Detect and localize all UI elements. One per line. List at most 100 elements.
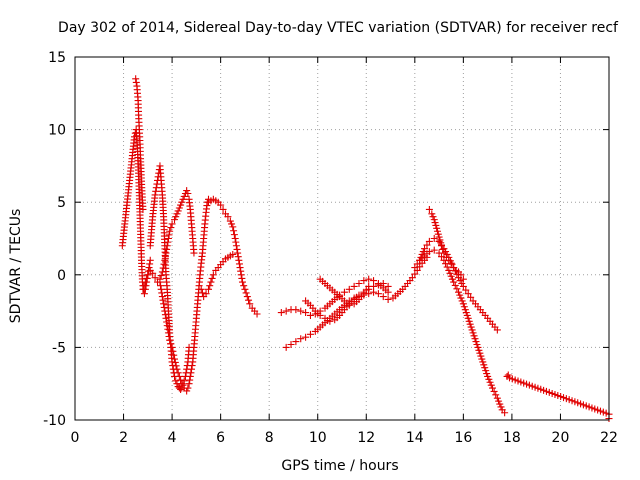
data-point-marker <box>462 286 470 294</box>
data-point-marker <box>234 253 242 261</box>
satellite-track-15 <box>503 371 613 423</box>
data-point-marker <box>459 282 467 290</box>
satellite-track-12 <box>411 246 509 417</box>
data-point-marker <box>172 362 180 370</box>
data-point-marker <box>438 242 446 250</box>
data-point-marker <box>459 300 467 308</box>
y-tick-label: 10 <box>48 123 66 139</box>
data-point-marker <box>487 381 495 389</box>
data-point-marker <box>144 271 152 279</box>
data-point-marker <box>146 260 154 268</box>
data-point-marker <box>237 271 245 279</box>
data-point-marker <box>457 294 465 302</box>
data-point-marker <box>477 352 485 360</box>
data-point-marker <box>253 310 261 318</box>
data-point-marker <box>479 358 487 366</box>
data-point-marker <box>384 295 392 303</box>
y-tick-label: 5 <box>57 195 66 211</box>
data-point-marker <box>492 391 500 399</box>
data-point-marker <box>360 277 368 285</box>
data-point-marker <box>448 260 456 268</box>
data-point-marker <box>198 289 206 297</box>
satellite-track-11 <box>316 275 373 309</box>
data-point-marker <box>433 227 441 235</box>
data-point-marker <box>177 376 185 384</box>
data-point-marker <box>170 351 178 359</box>
data-point-marker <box>459 275 467 283</box>
data-point-marker <box>437 239 445 247</box>
data-point-marker <box>160 303 168 311</box>
data-point-marker <box>158 293 166 301</box>
data-point-marker <box>241 285 249 293</box>
data-point-marker <box>463 311 471 319</box>
satellite-track-7 <box>197 250 237 301</box>
data-point-marker <box>140 282 148 290</box>
x-tick-label: 10 <box>309 430 327 446</box>
data-point-marker <box>179 381 187 389</box>
data-point-marker <box>365 282 373 290</box>
data-point-marker <box>478 355 486 363</box>
data-point-marker <box>467 323 475 331</box>
x-axis-tick-labels: 0 2 4 6 8 10 12 14 16 18 20 22 <box>71 430 618 446</box>
data-point-marker <box>484 372 492 380</box>
data-point-marker <box>158 289 166 297</box>
x-tick-label: 0 <box>71 430 80 446</box>
data-point-marker <box>238 274 246 282</box>
data-point-marker <box>157 282 165 290</box>
data-point-marker <box>345 301 353 309</box>
data-point-marker <box>226 217 234 225</box>
data-point-marker <box>224 213 232 221</box>
data-point-marker <box>468 326 476 334</box>
data-point-marker <box>229 223 237 231</box>
data-point-marker <box>443 263 451 271</box>
data-point-marker <box>228 220 236 228</box>
data-point-marker <box>219 205 227 213</box>
data-point-marker <box>292 306 300 314</box>
data-point-marker <box>236 264 244 272</box>
data-point-marker <box>411 270 419 278</box>
data-point-marker <box>217 201 225 209</box>
data-point-marker <box>431 219 439 227</box>
data-point-marker <box>229 250 237 258</box>
data-point-marker <box>175 372 183 380</box>
data-point-marker <box>178 198 186 206</box>
data-point-marker <box>159 296 167 304</box>
data-point-marker <box>132 78 140 86</box>
data-point-marker <box>164 238 172 246</box>
data-point-marker <box>157 285 165 293</box>
data-point-marker <box>151 191 159 199</box>
data-point-marker <box>167 224 175 232</box>
data-point-marker <box>360 290 368 298</box>
data-point-marker <box>240 282 248 290</box>
data-point-marker <box>419 248 427 256</box>
data-point-marker <box>326 317 334 325</box>
data-point-marker <box>483 370 491 378</box>
data-point-marker <box>440 249 448 257</box>
data-point-marker <box>428 210 436 218</box>
data-point-marker <box>493 326 501 334</box>
data-point-marker <box>205 285 212 293</box>
x-tick-label: 22 <box>600 430 618 446</box>
data-point-marker <box>321 314 329 322</box>
data-point-marker <box>362 286 370 294</box>
satellite-track-6 <box>205 195 261 318</box>
data-point-marker <box>174 207 182 215</box>
data-point-marker <box>475 346 483 354</box>
data-point-marker <box>430 246 438 254</box>
data-point-marker <box>461 306 469 314</box>
data-point-marker <box>234 249 242 257</box>
satellite-track-4 <box>139 187 198 293</box>
data-point-marker <box>447 259 455 267</box>
data-point-marker <box>417 253 425 261</box>
data-point-marker <box>448 275 456 283</box>
data-point-marker <box>173 210 181 218</box>
axis-ticks <box>74 56 610 421</box>
data-point-marker <box>345 285 353 293</box>
data-point-marker <box>230 231 238 239</box>
data-point-marker <box>164 329 172 337</box>
chart-title: Day 302 of 2014, Sidereal Day-to-day VTE… <box>58 20 619 36</box>
data-point-marker <box>187 369 195 377</box>
x-tick-label: 2 <box>119 430 128 446</box>
data-point-marker <box>302 309 310 317</box>
data-point-marker <box>458 297 466 305</box>
